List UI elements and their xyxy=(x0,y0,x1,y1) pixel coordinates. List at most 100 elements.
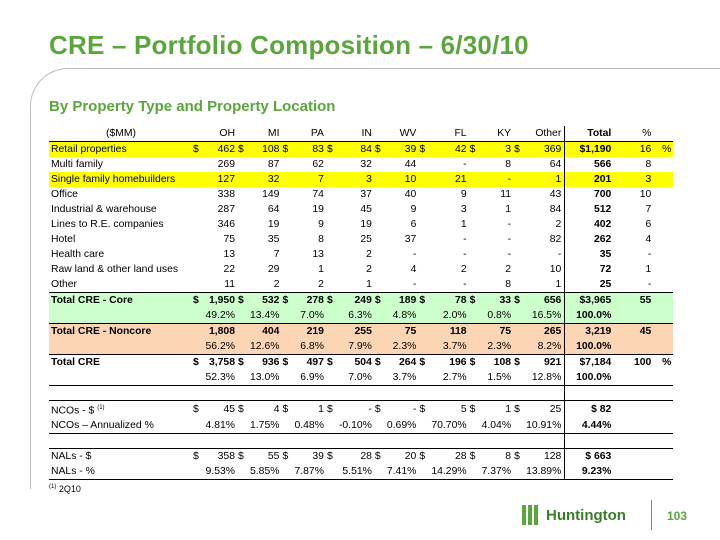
cell-currency: $ xyxy=(374,354,385,370)
cell-currency xyxy=(238,418,248,435)
cell-value: 10 xyxy=(384,172,420,187)
cell-currency xyxy=(238,202,248,217)
cell-total: 512 xyxy=(564,202,616,217)
cell-value: 497 xyxy=(292,354,327,370)
table-row: NCOs – Annualized % 4.81% 1.75% 0.48% -0.10%… xyxy=(49,418,674,435)
header-pct: % xyxy=(615,126,654,142)
cell-currency xyxy=(469,339,480,355)
cell-value xyxy=(203,434,238,449)
cell-value: 6.9% xyxy=(292,370,327,386)
cell-value: 2 xyxy=(460,264,467,275)
cell-pct: 7 xyxy=(645,204,652,215)
cell-value xyxy=(292,434,326,449)
footnote-text: 2Q10 xyxy=(58,484,81,494)
cell-value: 1 xyxy=(524,172,565,187)
cell-currency: $ xyxy=(193,141,203,157)
table-row: Retail properties $462 $108 $83 $84 $39 $42 $3 $… xyxy=(49,141,674,157)
cell-pct: - xyxy=(647,249,652,260)
cell-currency xyxy=(469,464,480,481)
cell-total: 566 xyxy=(564,157,616,172)
cell-value: 149 xyxy=(262,189,280,200)
cell-total: 3,219 xyxy=(564,323,616,339)
cell-currency xyxy=(193,157,203,172)
cell-value: 255 xyxy=(336,323,375,339)
cell-total: 100.0% xyxy=(564,308,616,324)
row-label: Health care xyxy=(51,249,105,260)
cell-value: 7.37% xyxy=(479,464,515,481)
cell-value: 42 xyxy=(429,141,470,157)
cell-value: 13.4% xyxy=(248,308,283,324)
cell-currency xyxy=(375,187,385,202)
cell-currency xyxy=(419,262,429,277)
cell-currency xyxy=(470,434,480,449)
cell-currency: $ xyxy=(374,292,385,308)
cell-value: 10 xyxy=(549,264,562,275)
cell-value: 32 xyxy=(248,172,283,187)
cell-value: 56.2% xyxy=(203,339,238,355)
cell-pct: 100 xyxy=(615,354,654,370)
cell-currency xyxy=(282,308,293,324)
cell-value: 219 xyxy=(292,323,327,339)
cell-value: 13.89% xyxy=(524,464,565,481)
slide-frame xyxy=(30,68,720,489)
cell-value: 28 xyxy=(429,448,470,465)
cell-value: 6.3% xyxy=(336,308,375,324)
cell-value xyxy=(337,434,375,449)
cell-value: 5 xyxy=(429,400,470,419)
cell-value: - xyxy=(336,400,375,419)
cell-currency xyxy=(514,308,525,324)
cell-value: 37 xyxy=(360,189,372,200)
row-label: NALs - % xyxy=(49,464,193,481)
cell-total: 4.44% xyxy=(564,418,616,435)
header-fl: FL xyxy=(429,126,470,142)
row-label: NCOs – Annualized % xyxy=(49,418,193,435)
cell-value xyxy=(292,386,326,401)
cell-currency xyxy=(514,386,524,401)
cell-currency xyxy=(470,262,480,277)
cell-currency: $ xyxy=(374,141,385,157)
cell-value: - xyxy=(479,172,515,187)
cell-value: 9 xyxy=(318,219,324,230)
cell-currency xyxy=(327,386,337,401)
cell-currency xyxy=(514,157,524,172)
cell-pct-symbol xyxy=(653,418,674,435)
cell-value: 1.75% xyxy=(248,418,283,435)
cell-total xyxy=(564,385,616,401)
cell-currency xyxy=(282,464,293,481)
cell-currency xyxy=(326,418,337,435)
row-label: Retail properties xyxy=(49,141,193,157)
cell-value: 11 xyxy=(500,189,512,200)
cell-currency xyxy=(282,323,293,339)
cell-pct-symbol xyxy=(653,339,674,355)
cell-currency xyxy=(514,323,525,339)
cell-pct-symbol xyxy=(653,386,673,401)
cell-currency xyxy=(470,232,480,247)
cell-currency xyxy=(193,464,203,481)
row-label xyxy=(49,308,193,324)
cell-currency xyxy=(514,370,525,386)
cell-value: 0.69% xyxy=(384,418,420,435)
table-row: Lines to R.E. companies 346 19 9 19 6 1 - 2 402 6 xyxy=(49,217,673,232)
cell-pct-symbol xyxy=(653,247,673,262)
cell-value: 62 xyxy=(312,159,324,170)
cell-currency xyxy=(327,187,337,202)
cell-currency xyxy=(238,232,248,247)
cell-value: 8 xyxy=(505,279,512,290)
cell-value: 358 xyxy=(203,448,238,465)
cell-value: 462 xyxy=(203,141,238,157)
cell-pct: 45 xyxy=(615,323,654,339)
cell-value: 5.85% xyxy=(248,464,283,481)
cell-total: 72 xyxy=(564,262,616,277)
cell-value: 7.87% xyxy=(292,464,327,481)
cell-pct xyxy=(615,434,653,449)
cell-total: 262 xyxy=(564,232,616,247)
cell-value: 37 xyxy=(404,234,417,245)
table-row: Multi family 269 87 62 32 44 - 8 64 566 8 xyxy=(49,157,673,172)
cell-value: 2.3% xyxy=(384,339,420,355)
cell-pct: 8 xyxy=(645,159,652,170)
cell-value: 78 xyxy=(429,292,470,308)
cell-currency: $ xyxy=(514,292,525,308)
cell-value xyxy=(248,386,282,401)
header-wv: WV xyxy=(384,126,420,142)
cell-total: $ 82 xyxy=(564,400,616,419)
